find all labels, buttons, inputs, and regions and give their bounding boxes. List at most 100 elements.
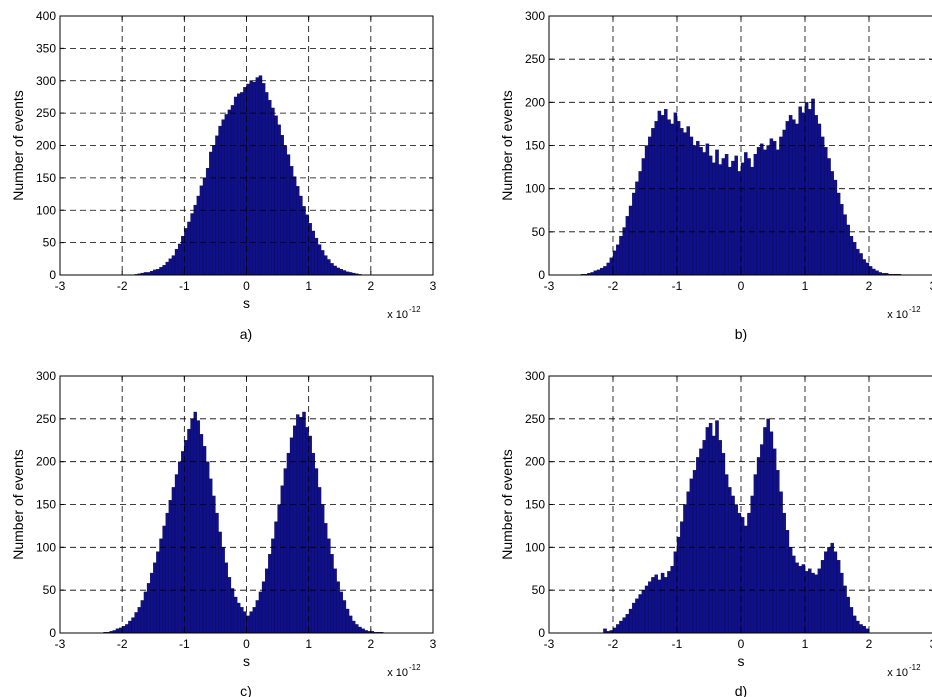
histogram-bar xyxy=(862,626,866,634)
histogram-bar xyxy=(317,244,322,276)
y-tick-label: 300 xyxy=(36,74,56,88)
histogram-bar xyxy=(782,512,786,634)
histogram-bar xyxy=(680,128,684,276)
histogram-bar xyxy=(302,411,306,634)
histogram-bar xyxy=(320,250,325,276)
histogram-bar xyxy=(218,125,222,276)
histogram-bar xyxy=(619,620,623,634)
histogram-bar xyxy=(795,562,799,634)
histogram-bar xyxy=(635,598,639,634)
histogram-bar xyxy=(808,568,812,634)
histogram-bar xyxy=(352,620,356,634)
histogram-bar xyxy=(162,265,166,276)
histogram-bar xyxy=(840,572,844,634)
x-tick-label: 1 xyxy=(305,279,312,293)
panel-label: b) xyxy=(735,326,747,342)
histogram-bar xyxy=(779,136,783,276)
histogram-bar xyxy=(696,457,700,634)
histogram-bar xyxy=(830,542,834,634)
x-tick-label: 0 xyxy=(243,637,250,651)
y-tick-label: 0 xyxy=(49,268,56,282)
histogram-bar xyxy=(193,204,197,276)
histogram-bar xyxy=(181,451,185,634)
histogram-bar xyxy=(616,244,620,276)
histogram-bar xyxy=(632,192,636,276)
histogram-bar xyxy=(728,487,732,634)
histogram-bar xyxy=(724,474,729,634)
histogram-bars xyxy=(580,98,902,276)
x-tick-label: -1 xyxy=(179,637,190,651)
histogram-bar xyxy=(271,107,275,276)
panel-a: a) -3 -2 -1 0 1 2 3 0 50 100 150 200 250 300 350 400 Num… xyxy=(10,9,437,342)
y-tick-label: 0 xyxy=(49,626,56,640)
histogram-bar xyxy=(856,620,860,634)
histogram-bar xyxy=(616,624,620,634)
histogram-bar xyxy=(311,230,316,276)
histogram-bar xyxy=(824,147,828,276)
histogram-bar xyxy=(196,195,201,276)
y-tick-label: 150 xyxy=(525,139,545,153)
y-tick-label: 350 xyxy=(36,41,56,55)
histogram-bar xyxy=(680,521,684,634)
histogram-bar xyxy=(843,585,847,634)
x-axis-label: s xyxy=(243,295,250,311)
histogram-bar xyxy=(143,591,148,634)
histogram-bar xyxy=(712,435,716,634)
histogram-bar xyxy=(651,128,655,276)
histogram-bar xyxy=(651,577,655,634)
histogram-bar xyxy=(237,93,241,276)
histogram-bar xyxy=(657,110,662,276)
histogram-bar xyxy=(190,418,194,634)
histogram-bar xyxy=(660,115,665,276)
histogram-bar xyxy=(240,92,244,276)
histogram-bar xyxy=(209,478,213,634)
histogram-bar xyxy=(641,158,646,276)
histogram-bar xyxy=(596,269,601,276)
histogram-bar xyxy=(153,562,157,634)
x-axis-label: s xyxy=(243,653,250,669)
histogram-bar xyxy=(676,121,681,276)
histogram-bar xyxy=(205,168,210,276)
panel-label: c) xyxy=(240,683,252,697)
histogram-bar xyxy=(740,517,745,634)
histogram-bar xyxy=(670,123,674,276)
histogram-bar xyxy=(753,153,758,276)
y-tick-label: 150 xyxy=(525,498,545,512)
histogram-bars xyxy=(603,418,870,634)
histogram-bar xyxy=(715,149,719,276)
histogram-bar xyxy=(603,266,607,276)
histogram-bar xyxy=(846,224,850,276)
histogram-bar xyxy=(199,185,204,276)
histogram-bar xyxy=(692,145,697,276)
histogram-bar xyxy=(165,261,169,276)
histogram-bar xyxy=(744,525,748,634)
histogram-bar xyxy=(843,214,847,276)
histogram-bar xyxy=(795,123,799,276)
histogram-bar xyxy=(168,258,173,276)
y-axis-label: Number of events xyxy=(10,449,26,560)
histogram-bar xyxy=(734,155,738,276)
histogram-bar xyxy=(788,115,793,276)
y-tick-label: 300 xyxy=(525,9,545,23)
histogram-bar xyxy=(227,577,232,634)
histogram-bar xyxy=(625,216,630,276)
x-exponent: -12 xyxy=(409,663,421,672)
x-tick-label: -1 xyxy=(672,279,683,293)
histogram-bar xyxy=(811,572,815,634)
histogram-bar xyxy=(660,572,665,634)
histogram-bar xyxy=(804,102,809,276)
histogram-bar xyxy=(202,446,207,634)
histogram-bar xyxy=(638,594,642,634)
histogram-bar xyxy=(249,611,253,634)
x-tick-label: -3 xyxy=(544,279,555,293)
histogram-bar xyxy=(305,214,309,276)
histogram-bar xyxy=(268,100,272,276)
histogram-bar xyxy=(696,141,700,276)
histogram-bar xyxy=(683,504,687,634)
histogram-bar xyxy=(814,115,818,276)
histogram-bar xyxy=(286,452,291,634)
histogram-bar xyxy=(686,126,690,276)
histogram-bar xyxy=(638,171,642,276)
histogram-bar xyxy=(814,574,818,634)
histogram-bar xyxy=(187,221,191,276)
